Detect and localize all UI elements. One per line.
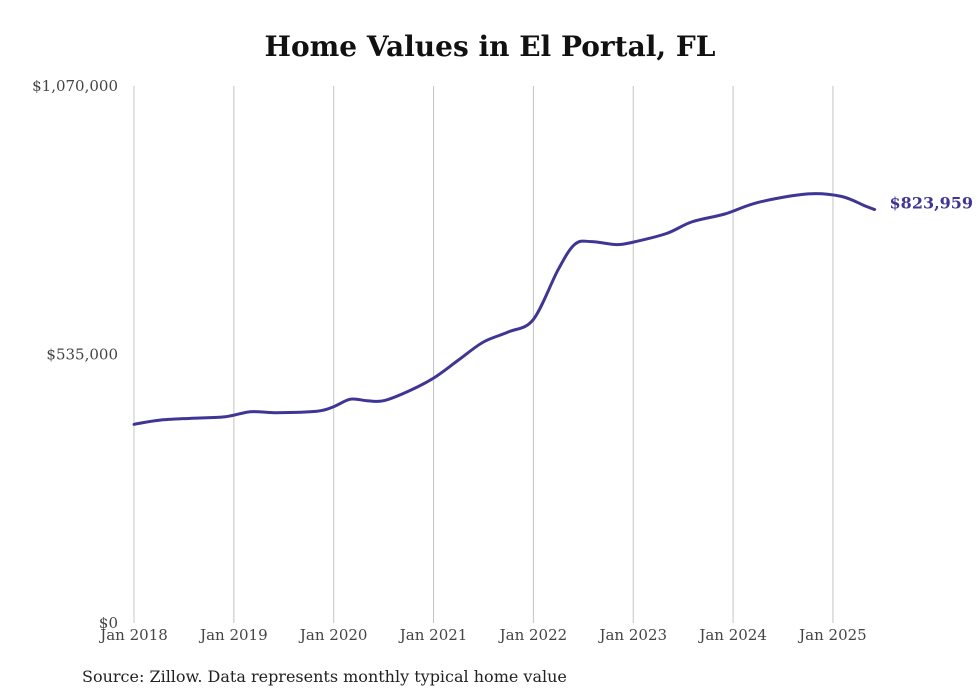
x-tick-label: Jan 2020: [298, 626, 368, 644]
source-note: Source: Zillow. Data represents monthly …: [82, 667, 567, 686]
y-axis-ticks: $0 $535,000 $1,070,000: [32, 77, 118, 632]
series-layer: [132, 192, 877, 426]
x-tick-label: Jan 2019: [198, 626, 268, 644]
x-tick-label: Jan 2024: [697, 626, 767, 644]
x-tick-label: Jan 2023: [597, 626, 667, 644]
series-line: [132, 192, 877, 426]
x-tick-label: Jan 2022: [498, 626, 568, 644]
x-tick-label: Jan 2018: [98, 626, 168, 644]
chart-title: Home Values in El Portal, FL: [264, 30, 716, 63]
y-tick-label: $0: [99, 614, 118, 632]
x-axis-ticks: Jan 2018 Jan 2019 Jan 2020 Jan 2021 Jan 2022…: [98, 626, 867, 644]
x-tick-label: Jan 2025: [797, 626, 867, 644]
last-value-label: $823,959: [890, 193, 974, 212]
y-tick-label: $535,000: [46, 346, 118, 364]
y-tick-label: $1,070,000: [32, 77, 118, 95]
x-tick-label: Jan 2021: [398, 626, 468, 644]
vertical-gridlines: [133, 86, 834, 623]
